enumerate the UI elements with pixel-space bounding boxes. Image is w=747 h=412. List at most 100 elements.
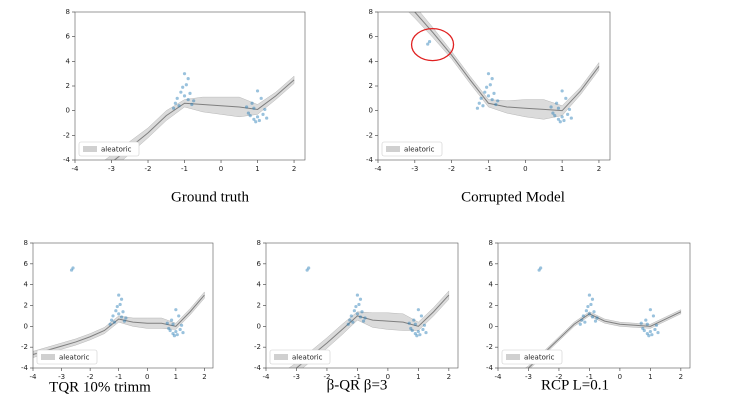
data-point [560, 89, 564, 93]
data-point [427, 40, 432, 44]
x-tick-label: -3 [58, 373, 65, 381]
data-point [188, 91, 192, 95]
y-tick-label: 4 [66, 57, 71, 65]
data-point [177, 104, 181, 108]
x-tick-label: -3 [108, 165, 115, 173]
data-point [118, 302, 122, 307]
y-tick-label: 2 [257, 302, 261, 310]
data-point [589, 302, 593, 307]
data-point [416, 308, 420, 312]
x-tick-label: 2 [447, 373, 451, 381]
data-point [174, 329, 178, 334]
data-point [556, 106, 561, 110]
data-point [348, 318, 352, 322]
data-point [590, 315, 595, 319]
y-tick-label: 4 [369, 57, 374, 65]
data-point [246, 111, 251, 115]
data-point [71, 266, 75, 270]
data-point [648, 308, 652, 312]
data-point [355, 312, 360, 316]
y-tick-label: 6 [369, 33, 374, 41]
legend-box [36, 349, 98, 365]
plot-area [104, 72, 295, 160]
data-point [171, 332, 175, 336]
y-tick-label: 8 [24, 239, 28, 247]
x-tick-label: 2 [679, 373, 683, 381]
data-point [114, 309, 118, 313]
data-point [168, 328, 172, 333]
data-point [117, 312, 121, 316]
y-tick-label: 0 [66, 107, 70, 115]
data-point [485, 85, 489, 89]
data-point [590, 297, 595, 301]
data-point [119, 315, 124, 319]
axes-frame [32, 242, 214, 369]
legend-swatch [506, 354, 520, 360]
x-tick-label: -4 [375, 165, 383, 173]
data-point [641, 326, 645, 331]
data-point [584, 309, 588, 313]
data-point [407, 321, 411, 325]
data-point [415, 334, 419, 338]
data-point [560, 115, 564, 119]
data-point [307, 266, 311, 270]
plot-area [408, 12, 600, 124]
data-point [654, 323, 659, 327]
data-point [165, 321, 169, 325]
data-point [562, 118, 566, 123]
data-point [539, 266, 543, 270]
data-point [115, 304, 119, 309]
y-tick-label: 8 [257, 239, 261, 247]
data-point [305, 268, 309, 272]
y-tick-label: -2 [63, 131, 70, 139]
x-tick-label: 0 [386, 373, 390, 381]
x-tick-label: 1 [174, 373, 178, 381]
data-point [181, 330, 185, 335]
data-point [650, 333, 654, 337]
data-point [179, 323, 184, 327]
data-point [426, 42, 430, 46]
outlier-highlight [410, 27, 455, 62]
data-point [564, 96, 568, 100]
data-point [254, 120, 258, 124]
data-point [566, 112, 570, 116]
data-point [261, 112, 265, 116]
data-point [173, 101, 177, 105]
y-tick-label: 0 [489, 322, 493, 330]
legend-label: aleatoric [404, 146, 435, 154]
y-tick-label: 0 [369, 107, 373, 115]
data-point [259, 96, 263, 100]
data-point [648, 329, 652, 334]
data-point [490, 77, 494, 81]
y-tick-label: 8 [66, 8, 70, 16]
y-tick-label: 8 [369, 8, 373, 16]
data-point [121, 310, 125, 314]
y-tick-label: 6 [257, 260, 262, 268]
data-point [175, 333, 179, 337]
plot-area [33, 266, 205, 358]
legend-swatch [274, 354, 288, 360]
y-tick-label: 4 [257, 281, 262, 289]
x-tick-label: 1 [648, 373, 652, 381]
x-tick-label: -4 [495, 373, 503, 381]
data-point [252, 106, 256, 110]
data-point [645, 332, 649, 336]
data-point [351, 320, 355, 324]
data-point [647, 334, 651, 338]
axes-frame [497, 242, 691, 369]
y-tick-label: 6 [66, 33, 71, 41]
legend-label: aleatoric [101, 146, 132, 154]
data-point [69, 268, 74, 272]
y-tick-label: 0 [24, 322, 28, 330]
x-tick-label: -2 [145, 165, 152, 173]
data-point [581, 314, 585, 318]
data-point [172, 334, 177, 338]
y-tick-label: -2 [254, 343, 261, 351]
x-tick-label: -3 [293, 373, 300, 381]
data-point [361, 319, 366, 323]
legend-label: aleatoric [292, 354, 323, 362]
y-tick-label: -2 [21, 343, 28, 351]
data-point [490, 97, 494, 102]
caption: β-QR β=3 [327, 377, 388, 393]
